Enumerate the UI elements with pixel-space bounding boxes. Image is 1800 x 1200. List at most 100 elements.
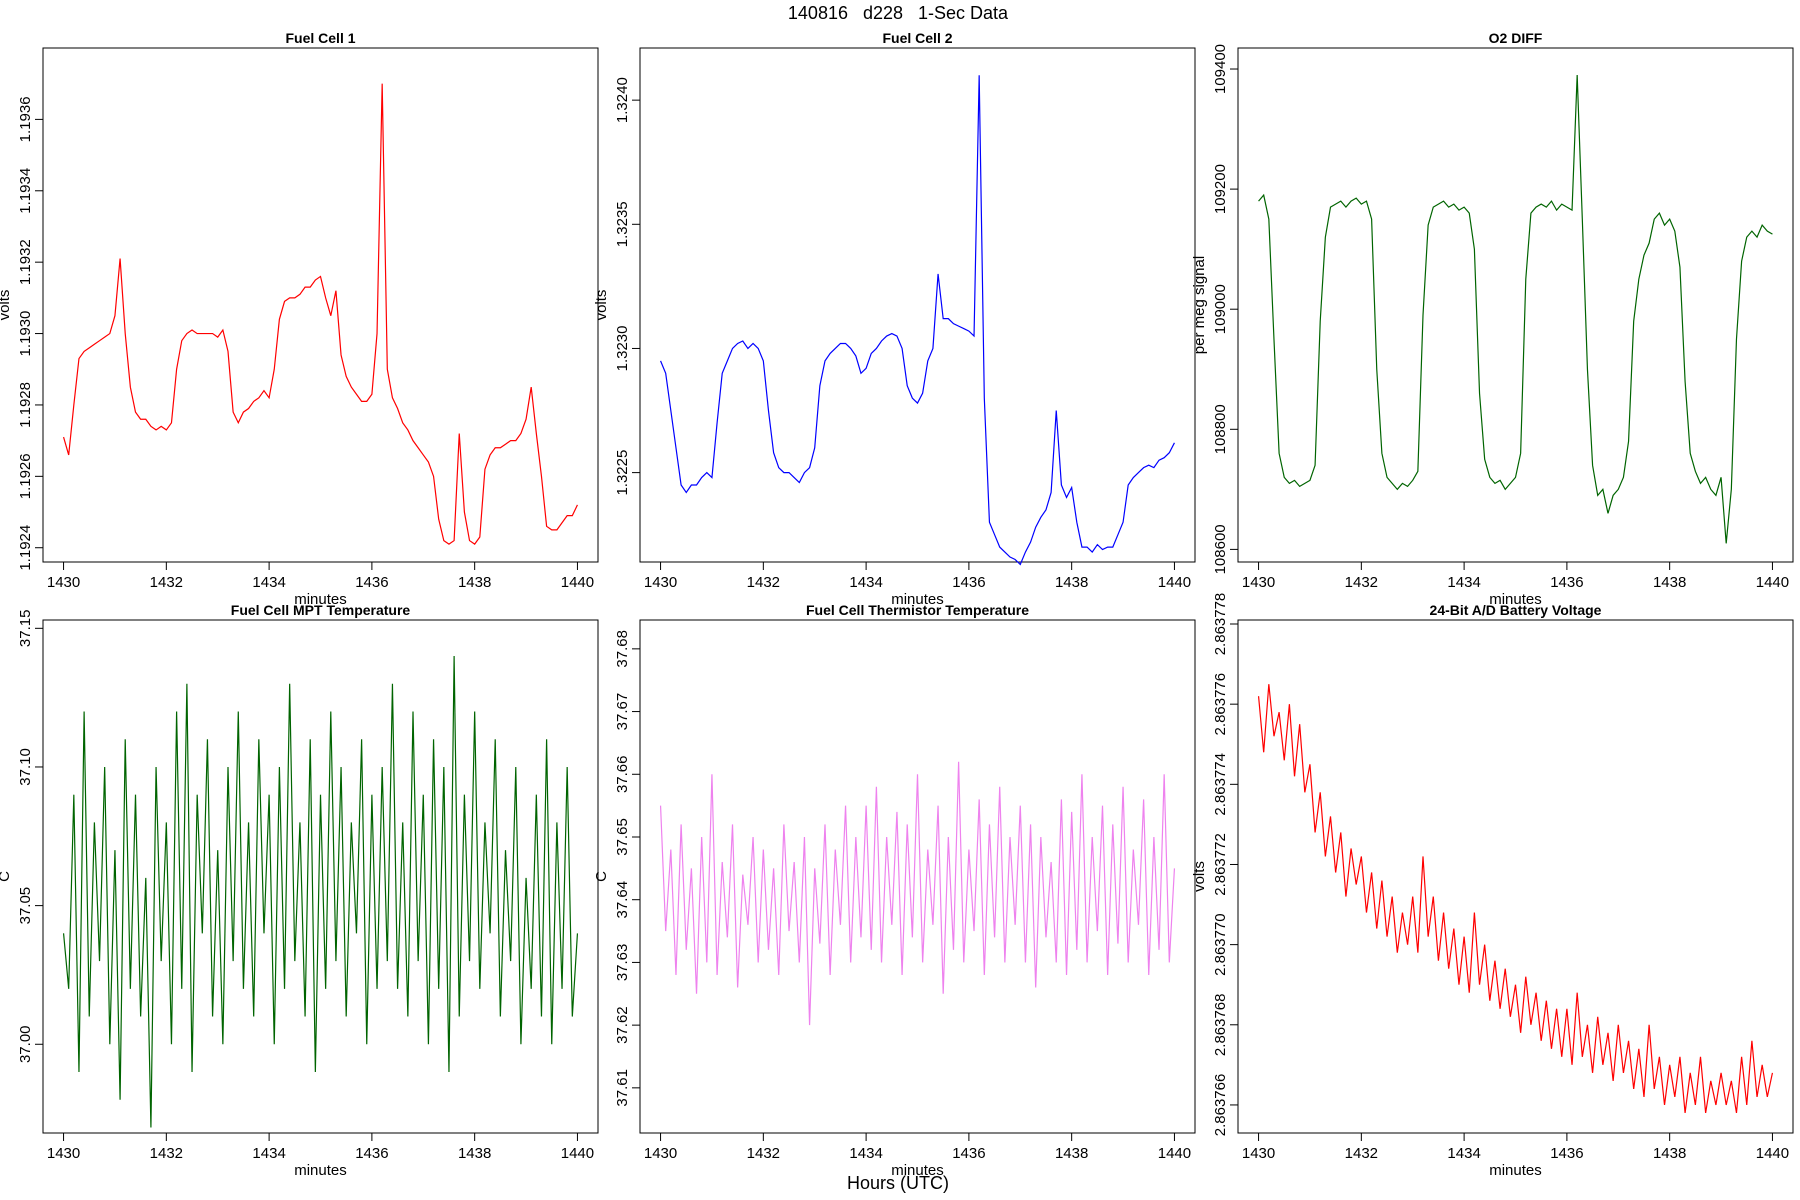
x-axis-label: minutes	[891, 591, 944, 608]
y-axis-label: C	[0, 871, 13, 882]
plot-frame	[42, 619, 599, 1134]
y-tick-label: 37.10	[17, 748, 34, 786]
x-tick-label: 1432	[150, 1145, 183, 1162]
y-tick-label: 2.863766	[1212, 1074, 1229, 1137]
y-tick-label: 37.15	[17, 610, 34, 648]
x-tick-label: 1432	[150, 574, 183, 591]
data-line	[62, 656, 579, 1128]
data-line	[1257, 684, 1774, 1114]
y-tick-label: 109000	[1212, 284, 1229, 334]
y-tick-label: 37.67	[614, 693, 631, 731]
x-tick-label: 1436	[355, 1145, 388, 1162]
x-tick-label: 1440	[1158, 574, 1191, 591]
x-tick-label: 1432	[1345, 1145, 1378, 1162]
x-axis-label: minutes	[1489, 1162, 1542, 1179]
y-tick-label: 1.3230	[614, 326, 631, 372]
y-tick-label: 37.68	[614, 630, 631, 668]
x-tick-label: 1438	[458, 1145, 491, 1162]
x-axis-label: minutes	[1489, 591, 1542, 608]
y-tick-label: 108600	[1212, 524, 1229, 574]
y-axis-label: volts	[593, 290, 610, 321]
panel-title: O2 DIFF	[1489, 30, 1543, 46]
x-tick-label: 1430	[47, 1145, 80, 1162]
x-tick-label: 1434	[1447, 1145, 1480, 1162]
x-tick-label: 1440	[1158, 1145, 1191, 1162]
x-axis-label: minutes	[891, 1162, 944, 1179]
panel-title: Fuel Cell 1	[285, 30, 355, 46]
y-tick-label: 37.00	[17, 1025, 34, 1063]
x-axis-label: minutes	[294, 1162, 347, 1179]
panel-title: Fuel Cell 2	[882, 30, 952, 46]
x-axis-label: minutes	[294, 591, 347, 608]
y-tick-label: 1.1924	[17, 525, 34, 571]
y-tick-label: 1.3240	[614, 77, 631, 123]
y-tick-label: 2.863772	[1212, 833, 1229, 896]
page-title: 140816 d228 1-Sec Data	[788, 3, 1009, 23]
data-line	[62, 83, 578, 545]
x-tick-label: 1440	[561, 574, 594, 591]
x-tick-label: 1432	[747, 1145, 780, 1162]
x-tick-label: 1432	[1345, 574, 1378, 591]
x-tick-label: 1436	[1550, 574, 1583, 591]
x-tick-label: 1430	[1242, 1145, 1275, 1162]
x-tick-label: 1438	[1055, 1145, 1088, 1162]
y-tick-label: 108800	[1212, 404, 1229, 454]
plot-frame	[639, 47, 1196, 563]
y-axis-label: per meg signal	[1191, 256, 1208, 354]
y-tick-label: 1.1934	[17, 168, 34, 214]
y-axis-label: volts	[1191, 861, 1208, 892]
y-tick-label: 37.64	[614, 881, 631, 919]
y-tick-label: 2.863768	[1212, 994, 1229, 1057]
y-tick-label: 2.863774	[1212, 753, 1229, 816]
panel-title: 24-Bit A/D Battery Voltage	[1430, 602, 1602, 618]
x-tick-label: 1434	[849, 1145, 882, 1162]
y-tick-label: 1.3225	[614, 450, 631, 496]
y-tick-label: 37.66	[614, 756, 631, 794]
x-tick-label: 1438	[1653, 1145, 1686, 1162]
y-tick-label: 37.62	[614, 1006, 631, 1044]
y-axis-label: volts	[0, 290, 13, 321]
plot-frame	[1237, 47, 1794, 563]
y-tick-label: 37.05	[17, 887, 34, 925]
data-line	[660, 75, 1175, 566]
panel-title: Fuel Cell MPT Temperature	[231, 602, 411, 618]
x-tick-label: 1438	[458, 574, 491, 591]
data-line	[659, 761, 1176, 1026]
y-tick-label: 2.863770	[1212, 913, 1229, 976]
y-tick-label: 2.863778	[1212, 593, 1229, 656]
y-tick-label: 109400	[1212, 44, 1229, 94]
y-tick-label: 1.1936	[17, 96, 34, 142]
x-tick-label: 1438	[1055, 574, 1088, 591]
x-tick-label: 1430	[644, 1145, 677, 1162]
footer-label: Hours (UTC)	[847, 1173, 949, 1193]
y-tick-label: 1.1926	[17, 453, 34, 499]
y-tick-label: 109200	[1212, 164, 1229, 214]
x-tick-label: 1440	[1756, 574, 1789, 591]
x-tick-label: 1436	[952, 574, 985, 591]
x-tick-label: 1440	[561, 1145, 594, 1162]
x-tick-label: 1438	[1653, 574, 1686, 591]
plot-frame	[42, 47, 599, 563]
x-tick-label: 1436	[1550, 1145, 1583, 1162]
y-tick-label: 1.1930	[17, 311, 34, 357]
x-tick-label: 1434	[252, 1145, 285, 1162]
x-tick-label: 1432	[747, 574, 780, 591]
y-tick-label: 2.863776	[1212, 673, 1229, 736]
data-line	[1258, 74, 1773, 544]
y-tick-label: 37.63	[614, 944, 631, 982]
x-tick-label: 1430	[47, 574, 80, 591]
panel-title: Fuel Cell Thermistor Temperature	[806, 602, 1029, 618]
x-tick-label: 1436	[952, 1145, 985, 1162]
x-tick-label: 1440	[1756, 1145, 1789, 1162]
x-tick-label: 1430	[644, 574, 677, 591]
plot-frame	[1237, 619, 1794, 1134]
y-tick-label: 1.1932	[17, 239, 34, 285]
y-tick-label: 37.61	[614, 1069, 631, 1107]
x-tick-label: 1434	[849, 574, 882, 591]
x-tick-label: 1430	[1242, 574, 1275, 591]
plot-frame	[639, 619, 1196, 1134]
x-tick-label: 1434	[1447, 574, 1480, 591]
y-tick-label: 1.1928	[17, 382, 34, 428]
